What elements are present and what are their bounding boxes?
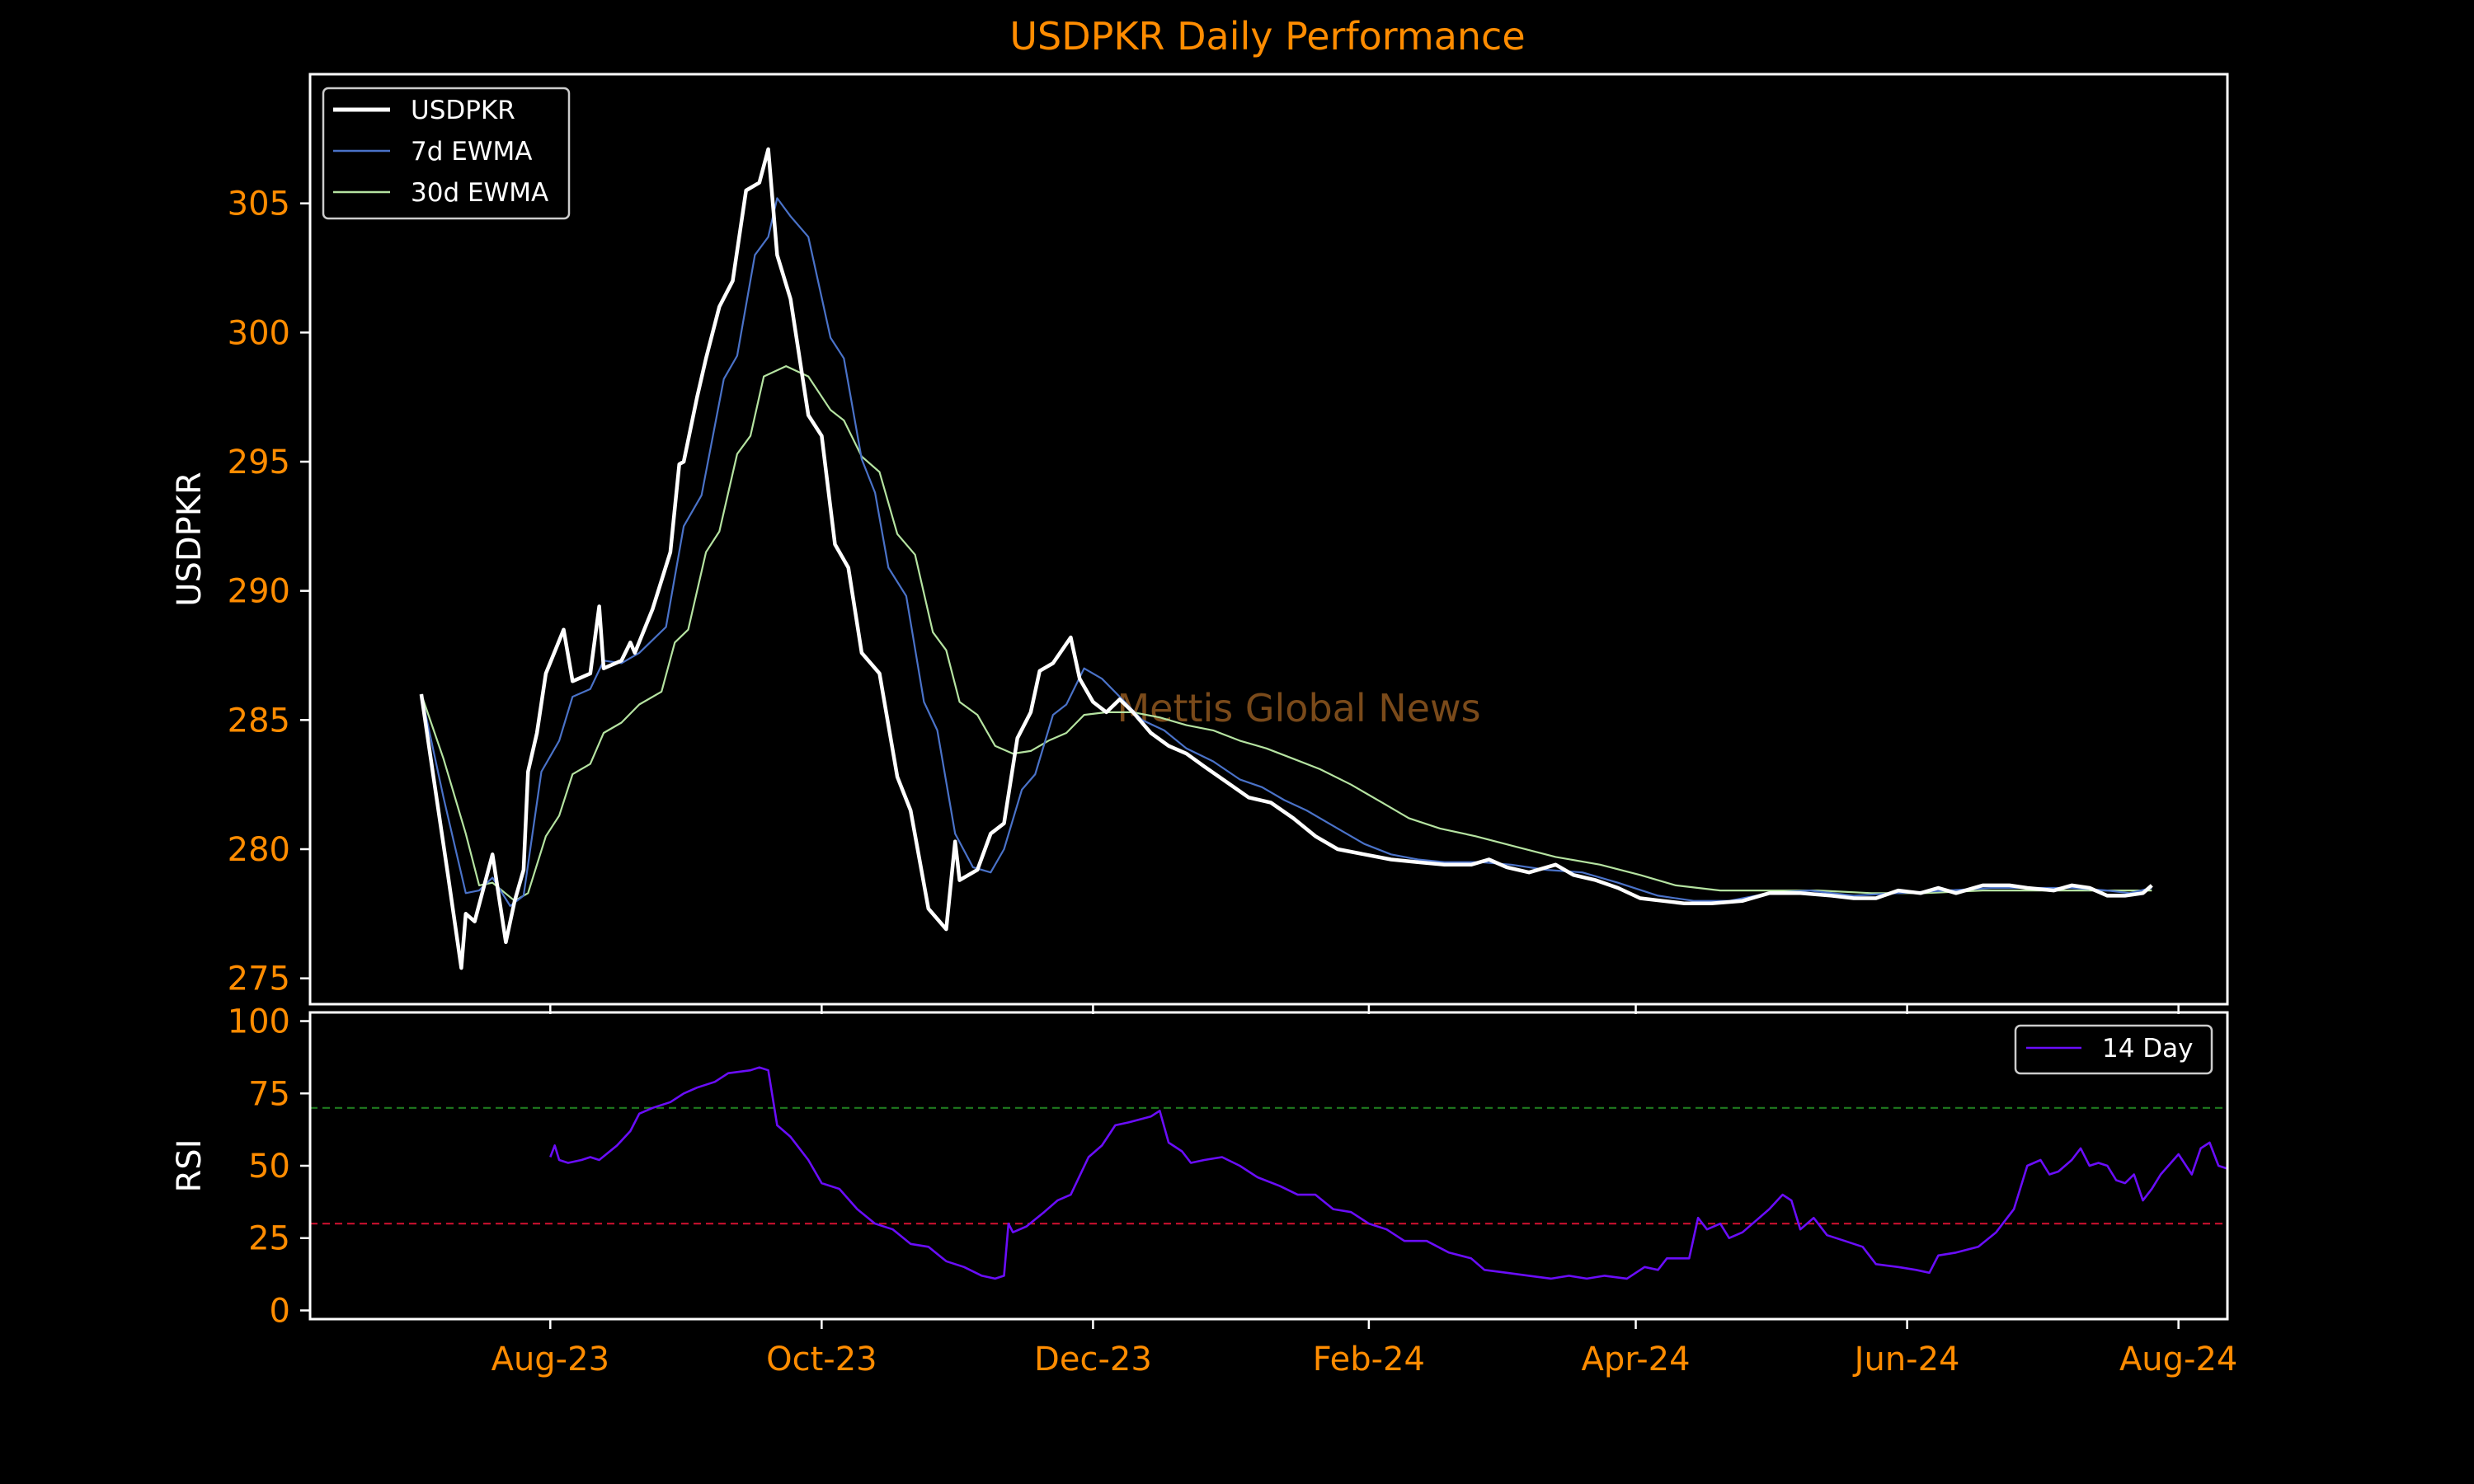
legend-label-14-day: 14 Day (2102, 1034, 2194, 1064)
legend-label-30d-ewma: 30d EWMA (411, 178, 548, 208)
watermark-text: Mettis Global News (1117, 686, 1480, 730)
rsi-y-tick-label-25: 25 (248, 1220, 290, 1258)
rsi-series-group (549, 1066, 2228, 1280)
legend-label-usdpkr: USDPKR (411, 96, 515, 125)
rsi-legend: 14 Day (2014, 1024, 2213, 1075)
x-tick-label-feb-24: Feb-24 (1313, 1341, 1425, 1378)
x-tick-label-aug-24: Aug-24 (2119, 1341, 2237, 1378)
legend-label-7d-ewma: 7d EWMA (411, 137, 532, 167)
x-tick-label-oct-23: Oct-23 (766, 1341, 877, 1378)
rsi-y-tick-label-50: 50 (248, 1148, 290, 1186)
series-line-usdpkr (419, 147, 2153, 970)
price-y-axis-label: USDPKR (171, 472, 209, 607)
rsi-y-tick-label-0: 0 (270, 1292, 290, 1330)
price-series-group (419, 147, 2153, 970)
price-y-axis: 275 280 285 290 295 300 305 (228, 186, 310, 998)
price-y-tick-label-275: 275 (228, 960, 290, 998)
price-panel-frame (308, 73, 2229, 1006)
rsi-y-axis: 0 25 50 75 100 (228, 1003, 310, 1330)
price-y-tick-label-305: 305 (228, 186, 290, 223)
x-tick-label-dec-23: Dec-23 (1034, 1341, 1152, 1378)
series-line-7d-ewma (420, 197, 2152, 907)
price-legend-frame (322, 87, 571, 220)
chart-title: USDPKR Daily Performance (1009, 14, 1525, 59)
price-y-tick-label-280: 280 (228, 831, 290, 869)
series-line-30d-ewma (420, 365, 2152, 902)
series-line-14-day (549, 1066, 2228, 1280)
price-y-tick-label-300: 300 (228, 314, 290, 352)
price-legend: USDPKR 7d EWMA 30d EWMA (322, 87, 571, 220)
date-x-axis: Aug-23 Oct-23 Dec-23 Feb-24 Apr-24 Jun-24 Aug-… (492, 1004, 2237, 1378)
x-tick-label-apr-24: Apr-24 (1582, 1341, 1691, 1378)
price-y-tick-label-295: 295 (228, 444, 290, 481)
rsi-y-tick-label-75: 75 (248, 1075, 290, 1113)
price-y-tick-label-285: 285 (228, 702, 290, 740)
rsi-legend-frame (2014, 1024, 2213, 1075)
x-tick-label-aug-23: Aug-23 (492, 1341, 609, 1378)
price-y-tick-label-290: 290 (228, 573, 290, 611)
rsi-y-axis-label: RSI (171, 1139, 209, 1193)
rsi-reference-lines (310, 1106, 2227, 1225)
x-tick-label-jun-24: Jun-24 (1852, 1341, 1960, 1378)
price-panel: Mettis Global News 275 280 285 290 295 300 305… (171, 73, 2229, 1006)
rsi-y-tick-label-100: 100 (228, 1003, 290, 1041)
